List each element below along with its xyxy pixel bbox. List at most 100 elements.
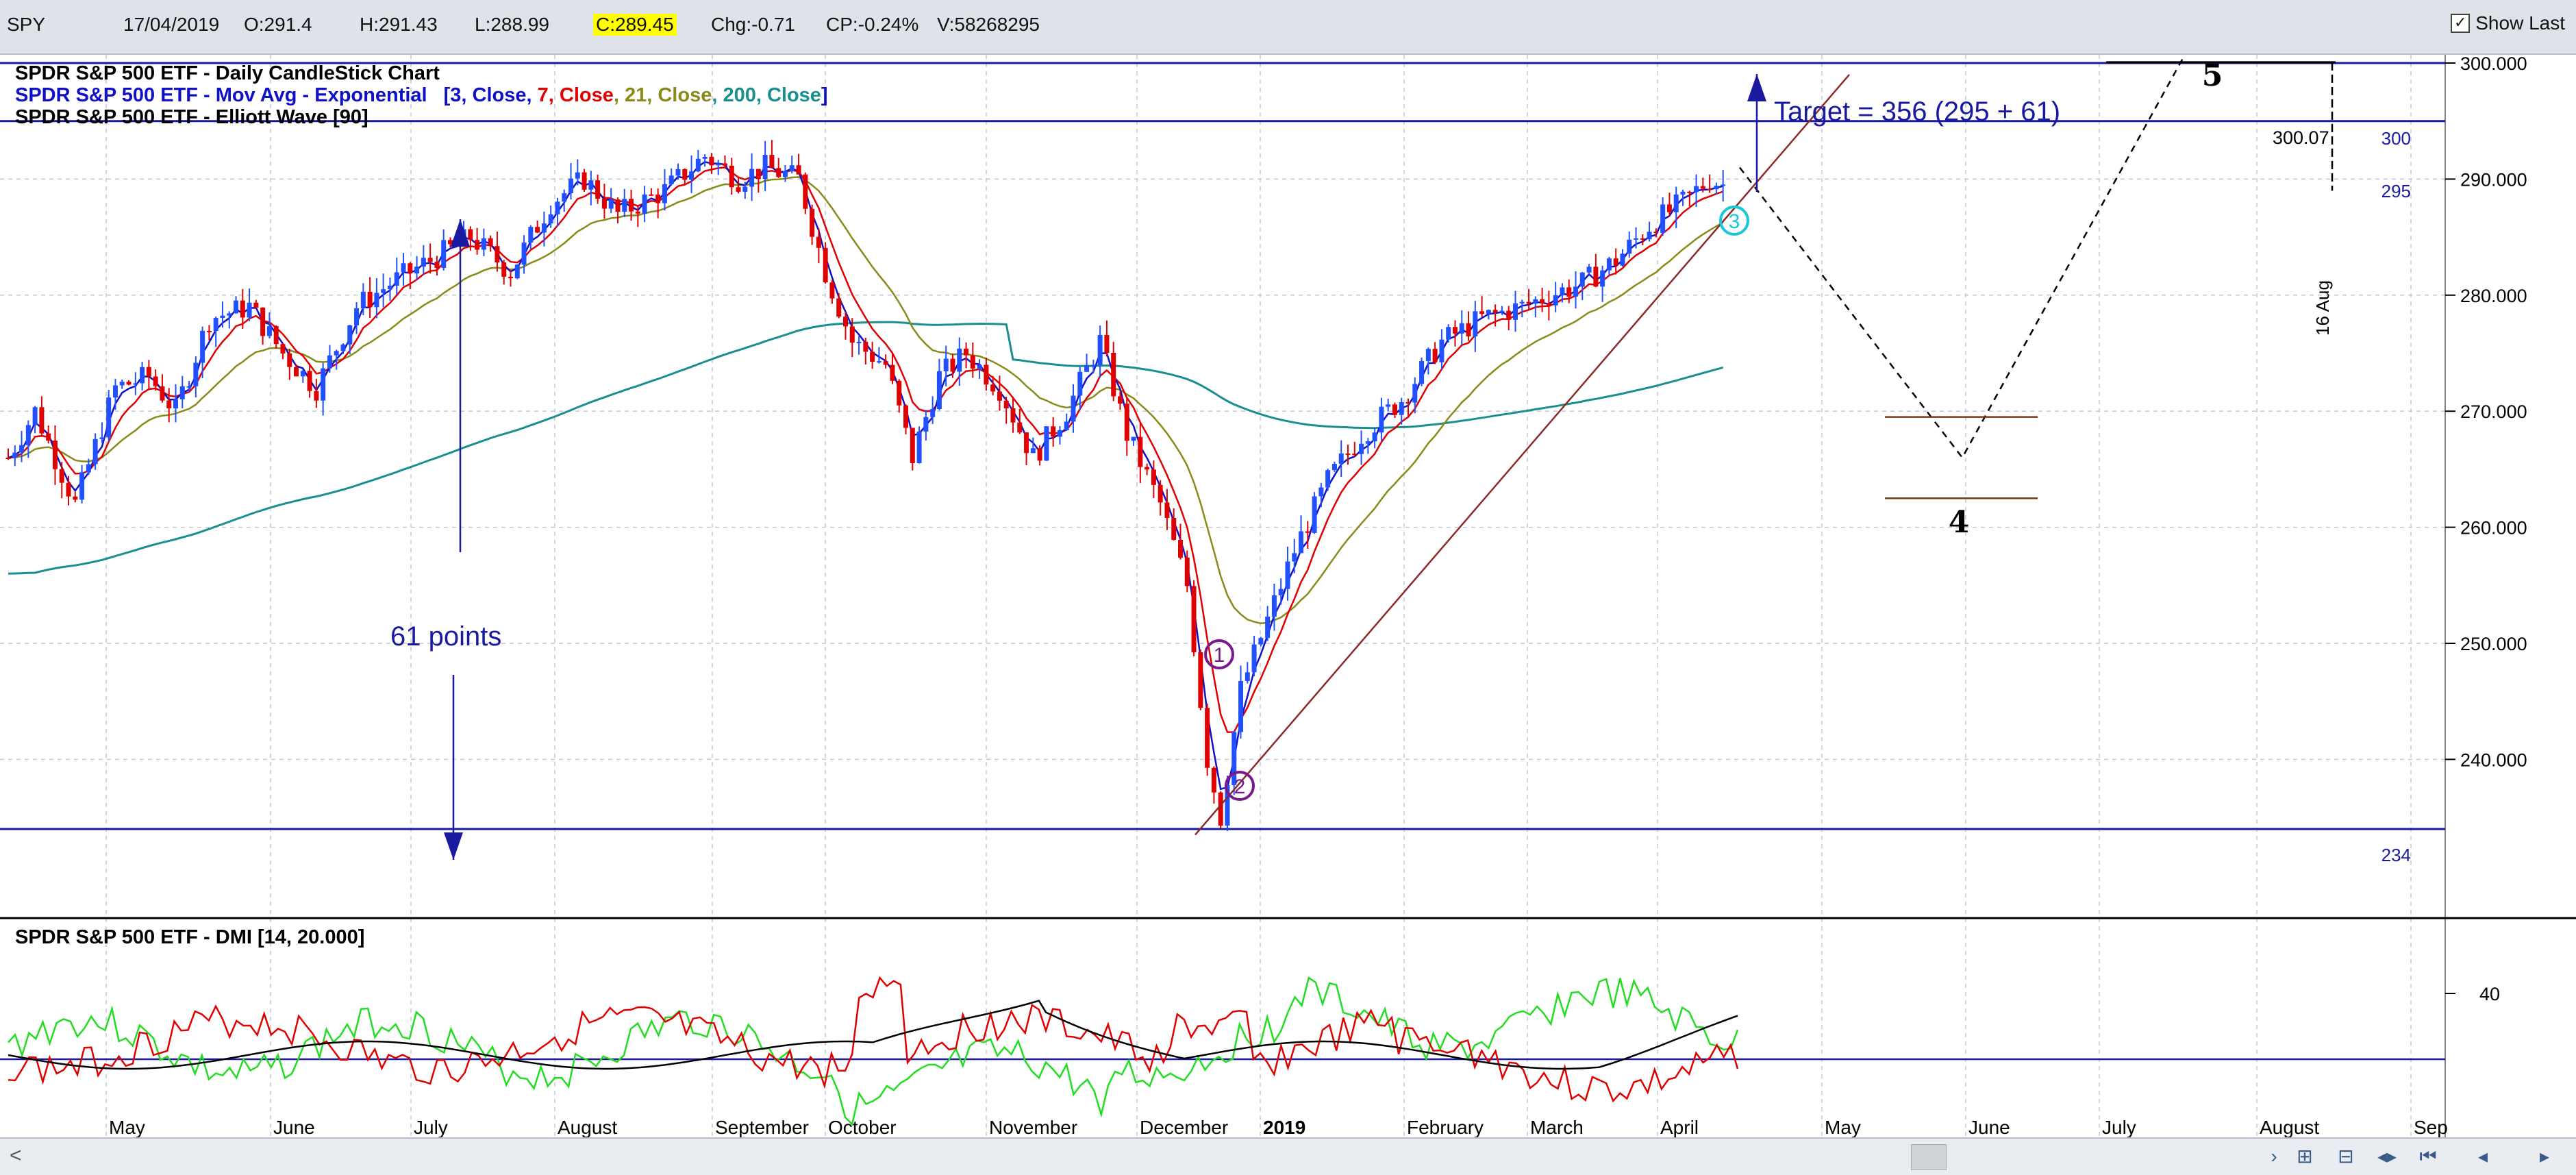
candle [1707,188,1712,190]
candle [595,180,601,199]
candle [73,496,78,500]
ma-param-2: , [527,84,538,106]
candle [1620,253,1625,266]
level-300-label: 300 [2381,128,2411,149]
scroll-left-icon[interactable]: < [10,1144,22,1167]
change-pct-label: CP:-0.24% [826,14,919,35]
target-arrow-head [1747,74,1766,101]
candle [849,326,855,343]
month-label: December [1140,1117,1228,1137]
candle [1111,352,1116,397]
ma-param-4: , Close [549,84,614,106]
next-page-icon[interactable]: ▸ [2539,1146,2550,1167]
first-page-icon[interactable]: ⏮ [2419,1146,2437,1167]
legend-ma: SPDR S&P 500 ETF - Mov Avg - Exponential… [15,84,828,106]
price-axis: 300.000 290.000 280.000 270.000 260.000 250.0… [2445,55,2527,1004]
month-label: April [1660,1117,1699,1137]
candle [280,344,286,354]
candle [843,317,848,327]
candle [755,169,761,180]
candle [823,247,828,283]
candle [1211,767,1216,793]
candle [1104,334,1110,353]
candle [883,361,888,365]
scroll-thumb[interactable] [1911,1144,1947,1170]
legend-ma-prefix: SPDR S&P 500 ETF - Mov Avg - Exponential [15,84,427,106]
candle [562,193,567,202]
candle [1184,557,1190,586]
candle [220,315,225,319]
candle [622,199,627,212]
candle [1492,310,1498,313]
candle [957,348,962,372]
candle [1278,589,1284,595]
candle [810,208,815,237]
candle [327,355,332,369]
candle [1600,270,1605,287]
candle [253,302,259,308]
candle [1425,349,1431,361]
candle [39,407,45,434]
candle [829,282,835,299]
dmi-plus-line [8,976,1739,1126]
candle [897,380,902,406]
candle [1560,287,1565,295]
candle [287,353,292,367]
candle [1499,310,1505,313]
candle [1700,186,1705,189]
candle [200,330,205,363]
candle [1097,334,1103,365]
candle [234,300,239,314]
month-label: Sep [2414,1117,2448,1137]
bottom-scrollbar[interactable]: < › ⊞ ⊟ ◂▸ ⏮ ◂ ▸ [0,1137,2576,1175]
fit-icon[interactable]: ◂▸ [2377,1146,2397,1167]
candle [1379,406,1384,433]
trend-line [1195,74,1850,836]
candle [1680,191,1686,195]
ma-param-7: , 200 [712,84,756,106]
candle [1285,561,1290,589]
candle [950,358,955,372]
checkbox-checked-icon[interactable]: ✓ [2451,14,2471,33]
candle [374,293,379,308]
wave1-label: 1 [1214,644,1225,667]
prev-page-icon[interactable]: ◂ [2477,1146,2488,1167]
candle [535,227,540,233]
candle [1138,436,1143,467]
candle [79,472,85,500]
zoom-in-icon[interactable]: ⊞ [2297,1146,2313,1167]
zoom-out-icon[interactable]: ⊟ [2338,1146,2354,1167]
candle [133,383,138,385]
candle [970,355,975,369]
candle [568,178,574,194]
candle [173,399,178,409]
candle [702,156,708,159]
date-label: 17/04/2019 [123,14,220,35]
wave2-label: 2 [1234,776,1246,798]
candle [186,386,192,388]
price-tick-label: 240.000 [2460,750,2527,770]
candle [92,438,98,465]
ma7-series [8,166,1724,733]
candle [1017,422,1023,433]
candle [1359,443,1364,454]
show-last-toggle[interactable]: ✓ Show Last [2451,12,2565,34]
candle [126,382,132,385]
candle [1452,327,1458,334]
scroll-right-icon[interactable]: › [2271,1146,2277,1167]
candle [1473,311,1478,336]
price-chart[interactable]: 300.000 290.000 280.000 270.000 260.000 250.0… [0,55,2576,1137]
candle [608,199,614,209]
candle [307,371,312,391]
candle [153,376,158,386]
open-label: O:291.4 [244,14,312,35]
candle [1218,792,1223,826]
candle [1345,453,1351,455]
candle [414,267,420,274]
wave3-marker [1719,206,1749,236]
candle [601,199,607,209]
candle [260,307,266,336]
candle [360,291,366,308]
candle [495,246,500,263]
candle [447,240,453,245]
